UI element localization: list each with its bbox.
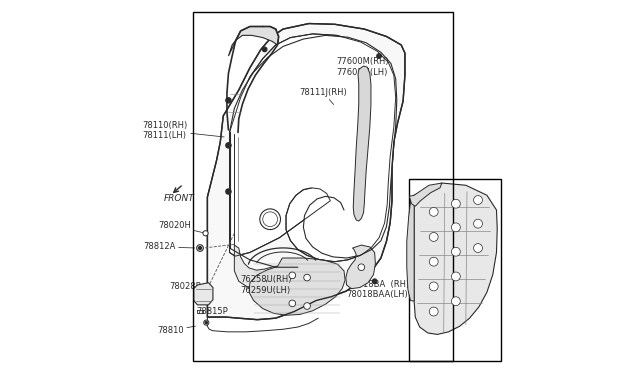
Text: 78111J(RH): 78111J(RH) xyxy=(300,89,348,105)
Circle shape xyxy=(262,47,267,52)
Polygon shape xyxy=(230,34,396,262)
Circle shape xyxy=(205,321,207,324)
Circle shape xyxy=(289,300,296,307)
Text: 77600M(RH)
77601M(LH): 77600M(RH) 77601M(LH) xyxy=(337,57,389,81)
Text: 78815P: 78815P xyxy=(196,307,228,316)
Polygon shape xyxy=(414,183,497,334)
Circle shape xyxy=(451,272,460,281)
Text: 78018BA  (RH)
78018BAA(LH): 78018BA (RH) 78018BAA(LH) xyxy=(347,278,409,299)
Polygon shape xyxy=(228,26,278,56)
Circle shape xyxy=(451,223,460,232)
Polygon shape xyxy=(234,245,312,295)
Polygon shape xyxy=(407,195,414,301)
Circle shape xyxy=(429,232,438,241)
Circle shape xyxy=(226,143,231,148)
Text: J7B000D1: J7B000D1 xyxy=(459,350,502,359)
Circle shape xyxy=(304,274,310,281)
Bar xyxy=(408,179,501,361)
Text: 78110(RH)
78111(LH): 78110(RH) 78111(LH) xyxy=(143,121,224,140)
Circle shape xyxy=(377,54,381,58)
Text: 78028P: 78028P xyxy=(170,282,201,293)
Polygon shape xyxy=(249,258,345,315)
Polygon shape xyxy=(346,245,376,289)
Circle shape xyxy=(474,196,483,205)
Circle shape xyxy=(196,245,204,251)
Circle shape xyxy=(226,189,231,194)
Text: FRONT: FRONT xyxy=(164,194,195,203)
Circle shape xyxy=(372,279,377,283)
Circle shape xyxy=(429,257,438,266)
Circle shape xyxy=(263,212,278,227)
Circle shape xyxy=(474,244,483,253)
Text: 76258U(RH)
76259U(LH): 76258U(RH) 76259U(LH) xyxy=(241,275,292,295)
Circle shape xyxy=(204,320,209,325)
Text: 78116(RH)
78117(LH): 78116(RH) 78117(LH) xyxy=(412,179,457,203)
Circle shape xyxy=(429,208,438,216)
Polygon shape xyxy=(207,23,405,320)
Circle shape xyxy=(474,219,483,228)
Circle shape xyxy=(358,264,365,270)
Polygon shape xyxy=(353,66,371,221)
Polygon shape xyxy=(410,183,442,206)
Polygon shape xyxy=(194,283,213,305)
Circle shape xyxy=(226,98,231,103)
Text: 78810: 78810 xyxy=(157,326,195,335)
Circle shape xyxy=(429,307,438,316)
Text: 78020H: 78020H xyxy=(158,221,203,232)
Circle shape xyxy=(260,209,280,230)
Circle shape xyxy=(429,282,438,291)
Text: 78812A: 78812A xyxy=(143,243,195,251)
Circle shape xyxy=(451,199,460,208)
Circle shape xyxy=(451,297,460,306)
Circle shape xyxy=(198,247,202,250)
Circle shape xyxy=(304,303,310,310)
Circle shape xyxy=(203,231,208,236)
Circle shape xyxy=(451,247,460,256)
Circle shape xyxy=(289,272,296,279)
Bar xyxy=(193,13,453,361)
Polygon shape xyxy=(230,35,397,258)
